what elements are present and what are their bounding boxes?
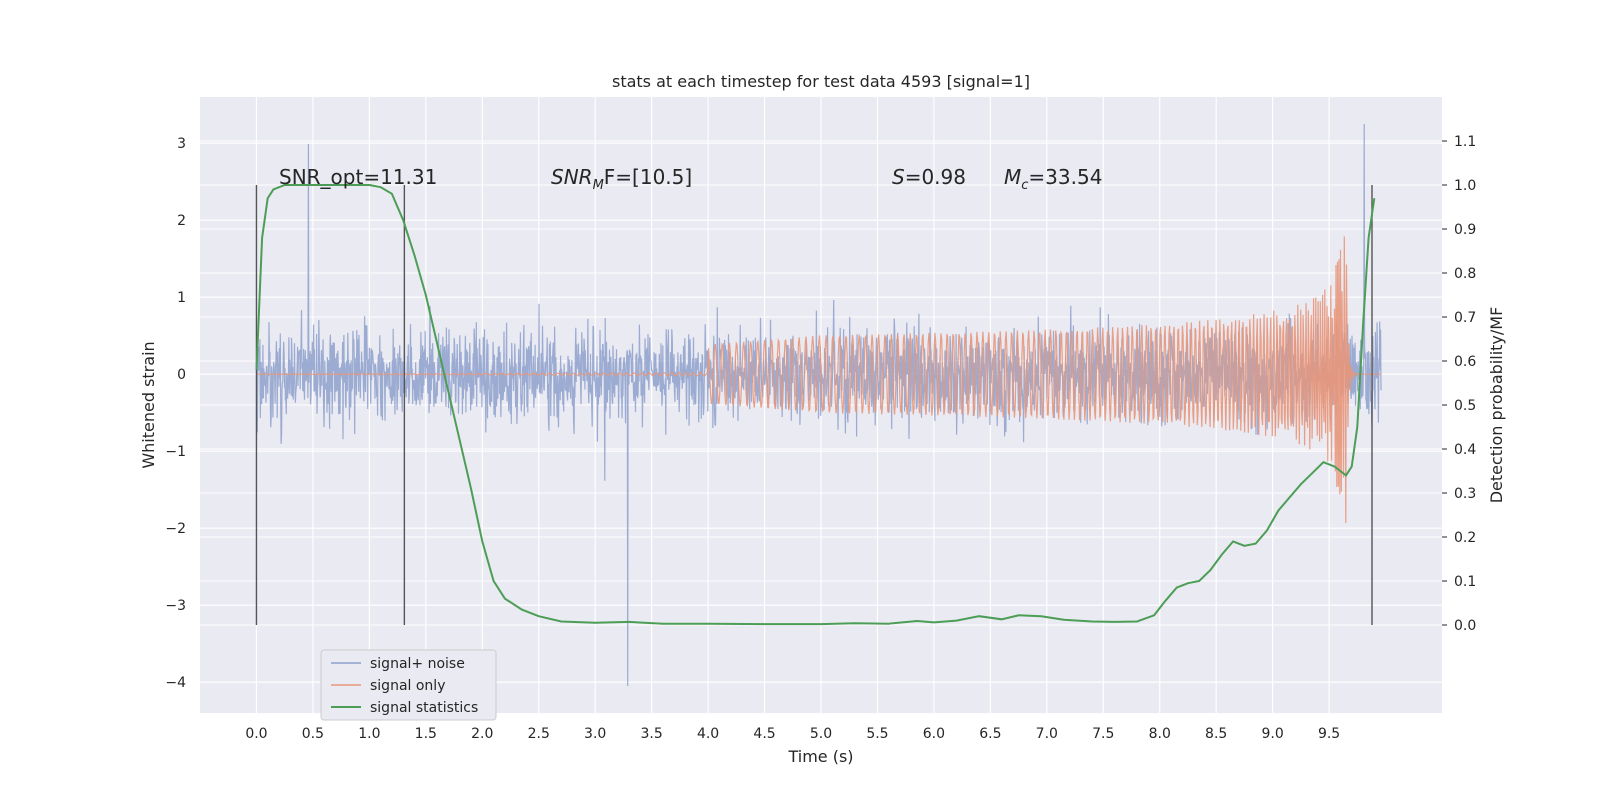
axis-ticks: 0.0 0.5 1.0 1.5 2.0 2.5 3.0 3.5 4.0 4.5 5.0 5.5 6.0 6… — [165, 134, 1476, 742]
series-signal-statistics — [255, 184, 1376, 626]
x-tick-label: 5.5 — [866, 726, 888, 742]
y-tick-label: −3 — [165, 598, 186, 614]
x-tick-label: 6.5 — [979, 726, 1001, 742]
grid-lines — [200, 97, 1442, 713]
x-tick-label: 6.0 — [923, 726, 945, 742]
legend-label-signal-only: signal only — [370, 678, 445, 694]
y-right-tick-label: 0.0 — [1454, 618, 1476, 634]
vertical-markers — [255, 185, 1373, 625]
y-tick-label: −1 — [165, 444, 186, 460]
x-tick-label: 2.5 — [528, 726, 550, 742]
x-tick-label: 8.0 — [1149, 726, 1171, 742]
x-axis-label: Time (s) — [787, 747, 853, 766]
legend: signal+ noise signal only signal statist… — [320, 649, 497, 721]
y-right-tick-label: 0.5 — [1454, 398, 1476, 414]
x-tick-label: 7.0 — [1036, 726, 1058, 742]
x-tick-label: 4.0 — [697, 726, 719, 742]
x-tick-label: 3.0 — [584, 726, 606, 742]
y-right-tick-label: 0.6 — [1454, 354, 1476, 370]
y-right-tick-label: 1.1 — [1454, 134, 1476, 150]
x-tick-label: 3.5 — [641, 726, 663, 742]
annotation-snr-opt: SNR_opt=11.31 — [279, 165, 437, 189]
y-right-tick-label: 0.2 — [1454, 530, 1476, 546]
y-tick-label: −4 — [165, 675, 186, 691]
x-tick-label: 1.5 — [415, 726, 437, 742]
y-axis-label: Whitened strain — [139, 341, 158, 468]
statistics-line — [255, 184, 1376, 626]
y-tick-label: 3 — [177, 136, 186, 152]
annotation-mc: Mc=33.54 — [1004, 165, 1102, 193]
y-right-tick-label: 0.7 — [1454, 310, 1476, 326]
y-right-tick-label: 0.4 — [1454, 442, 1476, 458]
x-tick-label: 0.0 — [245, 726, 267, 742]
y-tick-label: 1 — [177, 290, 186, 306]
annotation-snr-mf: SNRMF=[10.5] — [551, 165, 692, 193]
y-right-tick-label: 0.9 — [1454, 222, 1476, 238]
y-right-tick-label: 0.3 — [1454, 486, 1476, 502]
y-right-tick-label: 0.8 — [1454, 266, 1476, 282]
x-tick-label: 1.0 — [358, 726, 380, 742]
legend-box — [320, 649, 497, 721]
legend-label-signal-statistics: signal statistics — [370, 700, 478, 716]
x-tick-label: 9.5 — [1318, 726, 1340, 742]
x-tick-label: 5.0 — [810, 726, 832, 742]
x-tick-label: 8.5 — [1205, 726, 1227, 742]
y-right-tick-label: 0.1 — [1454, 574, 1476, 590]
x-tick-label: 4.5 — [753, 726, 775, 742]
y-tick-label: 2 — [177, 213, 186, 229]
x-tick-label: 7.5 — [1092, 726, 1114, 742]
y-tick-label: −2 — [165, 521, 186, 537]
legend-label-signal-noise: signal+ noise — [370, 656, 465, 672]
x-tick-label: 9.0 — [1262, 726, 1284, 742]
x-tick-label: 2.0 — [471, 726, 493, 742]
y-right-tick-label: 1.0 — [1454, 178, 1476, 194]
annotation-s: S=0.98 — [892, 165, 966, 189]
x-tick-label: 0.5 — [302, 726, 324, 742]
y-right-axis-label: Detection probability/MF — [1487, 307, 1506, 504]
chart-title: stats at each timestep for test data 459… — [612, 72, 1030, 91]
y-tick-label: 0 — [177, 367, 186, 383]
